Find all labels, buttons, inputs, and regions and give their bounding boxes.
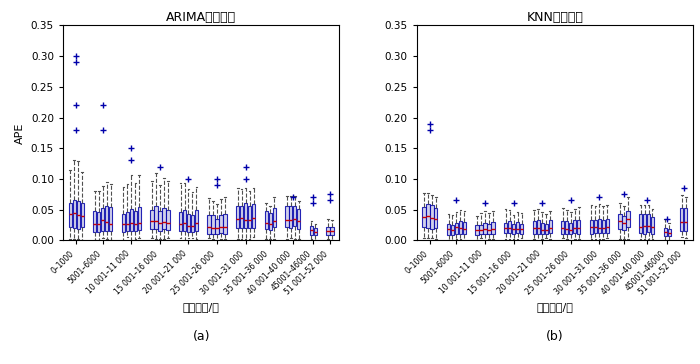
PathPatch shape: [458, 221, 462, 234]
PathPatch shape: [622, 215, 626, 230]
PathPatch shape: [326, 227, 330, 235]
PathPatch shape: [219, 215, 223, 233]
PathPatch shape: [272, 208, 276, 227]
PathPatch shape: [252, 204, 256, 228]
PathPatch shape: [577, 220, 580, 234]
PathPatch shape: [684, 208, 687, 231]
PathPatch shape: [69, 203, 72, 226]
PathPatch shape: [434, 208, 438, 228]
PathPatch shape: [512, 224, 515, 234]
X-axis label: 网格人数/人: 网格人数/人: [536, 302, 573, 312]
PathPatch shape: [248, 206, 251, 228]
PathPatch shape: [680, 208, 683, 231]
PathPatch shape: [455, 222, 458, 234]
PathPatch shape: [602, 220, 605, 233]
PathPatch shape: [618, 214, 622, 229]
PathPatch shape: [162, 208, 165, 229]
PathPatch shape: [480, 225, 483, 234]
PathPatch shape: [236, 206, 239, 229]
PathPatch shape: [211, 215, 215, 234]
PathPatch shape: [179, 212, 182, 231]
PathPatch shape: [463, 222, 466, 234]
PathPatch shape: [73, 201, 76, 228]
PathPatch shape: [520, 223, 523, 234]
PathPatch shape: [240, 206, 244, 228]
PathPatch shape: [487, 224, 491, 234]
PathPatch shape: [516, 222, 519, 233]
PathPatch shape: [606, 219, 609, 233]
Text: (b): (b): [546, 331, 564, 344]
PathPatch shape: [269, 213, 272, 230]
PathPatch shape: [154, 206, 158, 229]
PathPatch shape: [549, 220, 552, 233]
PathPatch shape: [244, 203, 247, 228]
PathPatch shape: [187, 214, 190, 232]
PathPatch shape: [537, 220, 540, 234]
PathPatch shape: [76, 201, 80, 229]
PathPatch shape: [430, 205, 433, 229]
PathPatch shape: [565, 221, 568, 234]
PathPatch shape: [643, 214, 646, 234]
PathPatch shape: [138, 207, 141, 230]
PathPatch shape: [314, 228, 317, 235]
PathPatch shape: [330, 227, 334, 236]
PathPatch shape: [130, 209, 133, 231]
PathPatch shape: [426, 203, 430, 228]
Text: (a): (a): [193, 331, 210, 344]
PathPatch shape: [451, 225, 454, 235]
PathPatch shape: [285, 206, 288, 227]
PathPatch shape: [647, 214, 650, 232]
PathPatch shape: [167, 210, 169, 230]
PathPatch shape: [310, 226, 313, 235]
PathPatch shape: [651, 217, 654, 234]
PathPatch shape: [93, 211, 97, 232]
Title: ARIMA预测模型: ARIMA预测模型: [166, 11, 236, 24]
PathPatch shape: [158, 211, 162, 231]
PathPatch shape: [122, 214, 125, 232]
PathPatch shape: [207, 215, 211, 233]
PathPatch shape: [105, 206, 108, 231]
PathPatch shape: [97, 211, 100, 232]
PathPatch shape: [102, 208, 104, 231]
PathPatch shape: [484, 223, 486, 234]
PathPatch shape: [223, 214, 227, 234]
PathPatch shape: [422, 206, 426, 227]
PathPatch shape: [668, 229, 671, 237]
PathPatch shape: [298, 209, 300, 229]
PathPatch shape: [491, 222, 495, 234]
PathPatch shape: [664, 228, 667, 236]
PathPatch shape: [109, 207, 113, 231]
PathPatch shape: [265, 211, 268, 229]
PathPatch shape: [540, 223, 544, 234]
Y-axis label: APE: APE: [15, 122, 25, 143]
PathPatch shape: [191, 215, 194, 232]
PathPatch shape: [626, 211, 629, 227]
PathPatch shape: [80, 203, 84, 227]
PathPatch shape: [475, 225, 479, 235]
PathPatch shape: [545, 223, 548, 234]
PathPatch shape: [183, 210, 186, 231]
PathPatch shape: [594, 220, 597, 233]
PathPatch shape: [598, 219, 601, 233]
PathPatch shape: [504, 223, 508, 233]
PathPatch shape: [589, 220, 593, 234]
PathPatch shape: [569, 223, 573, 234]
PathPatch shape: [150, 210, 153, 229]
PathPatch shape: [126, 212, 129, 231]
PathPatch shape: [289, 206, 293, 228]
PathPatch shape: [216, 219, 218, 234]
PathPatch shape: [561, 221, 564, 234]
PathPatch shape: [639, 214, 642, 233]
PathPatch shape: [447, 224, 450, 235]
PathPatch shape: [573, 221, 576, 233]
PathPatch shape: [508, 221, 511, 233]
PathPatch shape: [134, 211, 137, 231]
PathPatch shape: [195, 210, 198, 231]
X-axis label: 网格人数/人: 网格人数/人: [183, 302, 220, 312]
PathPatch shape: [293, 206, 297, 226]
PathPatch shape: [533, 221, 536, 234]
Title: KNN预测模型: KNN预测模型: [526, 11, 583, 24]
